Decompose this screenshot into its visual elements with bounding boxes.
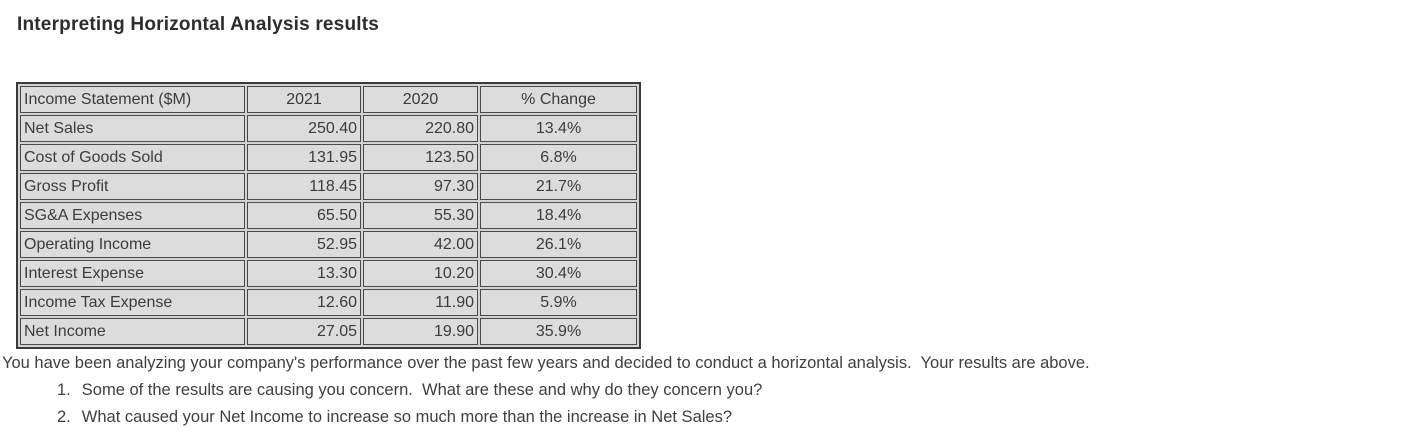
value-2021: 250.40 (247, 115, 361, 142)
row-label: Net Income (20, 318, 245, 345)
header-2020: 2020 (363, 86, 478, 113)
value-pct-change: 30.4% (480, 260, 637, 287)
value-2020: 97.30 (363, 173, 478, 200)
value-2021: 27.05 (247, 318, 361, 345)
value-pct-change: 26.1% (480, 231, 637, 258)
value-pct-change: 13.4% (480, 115, 637, 142)
income-statement-table: Income Statement ($M) 2021 2020 % Change… (16, 82, 641, 349)
value-2020: 19.90 (363, 318, 478, 345)
value-pct-change: 18.4% (480, 202, 637, 229)
value-2021: 52.95 (247, 231, 361, 258)
value-2021: 65.50 (247, 202, 361, 229)
intro-text: You have been analyzing your company's p… (2, 354, 1090, 372)
row-label: Income Tax Expense (20, 289, 245, 316)
table-header-row: Income Statement ($M) 2021 2020 % Change (20, 86, 637, 113)
table-row-income-tax-expense: Income Tax Expense 12.60 11.90 5.9% (20, 289, 637, 316)
header-income-statement: Income Statement ($M) (20, 86, 245, 113)
table-row-sga-expenses: SG&A Expenses 65.50 55.30 18.4% (20, 202, 637, 229)
question-2-number: 2. (57, 408, 71, 426)
row-label: Interest Expense (20, 260, 245, 287)
value-2020: 123.50 (363, 144, 478, 171)
table-row-net-income: Net Income 27.05 19.90 35.9% (20, 318, 637, 345)
value-2020: 55.30 (363, 202, 478, 229)
row-label: Cost of Goods Sold (20, 144, 245, 171)
row-label: Gross Profit (20, 173, 245, 200)
instructions-block: You have been analyzing your company's p… (2, 353, 1408, 428)
value-2021: 118.45 (247, 173, 361, 200)
value-pct-change: 21.7% (480, 173, 637, 200)
row-label: SG&A Expenses (20, 202, 245, 229)
question-1-number: 1. (57, 381, 71, 399)
table-row-gross-profit: Gross Profit 118.45 97.30 21.7% (20, 173, 637, 200)
value-2020: 42.00 (363, 231, 478, 258)
question-2: 2. What caused your Net Income to increas… (57, 407, 1408, 428)
question-1-text: Some of the results are causing you conc… (81, 381, 763, 399)
table-row-operating-income: Operating Income 52.95 42.00 26.1% (20, 231, 637, 258)
row-label: Net Sales (20, 115, 245, 142)
page-title: Interpreting Horizontal Analysis results (17, 14, 380, 35)
value-pct-change: 5.9% (480, 289, 637, 316)
value-2020: 11.90 (363, 289, 478, 316)
question-2-text: What caused your Net Income to increase … (81, 408, 733, 426)
row-label: Operating Income (20, 231, 245, 258)
header-pct-change: % Change (480, 86, 637, 113)
header-2021: 2021 (247, 86, 361, 113)
table-row-interest-expense: Interest Expense 13.30 10.20 30.4% (20, 260, 637, 287)
value-2021: 13.30 (247, 260, 361, 287)
table-row-cogs: Cost of Goods Sold 131.95 123.50 6.8% (20, 144, 637, 171)
question-1: 1. Some of the results are causing you co… (57, 380, 1408, 401)
value-pct-change: 6.8% (480, 144, 637, 171)
value-2021: 131.95 (247, 144, 361, 171)
value-2021: 12.60 (247, 289, 361, 316)
value-2020: 10.20 (363, 260, 478, 287)
table-row-net-sales: Net Sales 250.40 220.80 13.4% (20, 115, 637, 142)
value-pct-change: 35.9% (480, 318, 637, 345)
value-2020: 220.80 (363, 115, 478, 142)
